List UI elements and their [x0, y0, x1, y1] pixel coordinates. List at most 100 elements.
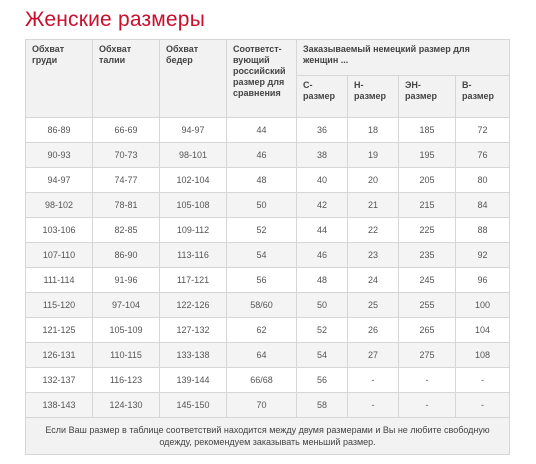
cell-en-size: 205	[398, 167, 456, 193]
cell-v-size: 80	[454, 167, 511, 193]
cell-c-size: 54	[296, 342, 348, 368]
cell-en-size: 265	[398, 317, 456, 343]
cell-v-size: 88	[454, 217, 511, 243]
cell-v-size: 96	[454, 267, 511, 293]
cell-hips: 139-144	[159, 367, 227, 393]
cell-c-size: 44	[296, 217, 348, 243]
table-row: 126-131 110-115 133-138 64 54 27 275 108	[25, 342, 511, 368]
cell-russian: 46	[226, 142, 297, 168]
cell-c-size: 46	[296, 242, 348, 268]
cell-russian: 66/68	[226, 367, 297, 393]
cell-n-size: 23	[347, 242, 399, 268]
cell-n-size: 22	[347, 217, 399, 243]
cell-bust: 98-102	[25, 192, 93, 218]
cell-c-size: 56	[296, 367, 348, 393]
page-title: Женские размеры	[25, 8, 205, 31]
cell-waist: 78-81	[92, 192, 160, 218]
cell-waist: 66-69	[92, 117, 160, 143]
cell-hips: 109-112	[159, 217, 227, 243]
header-en-size: ЭН-размер	[398, 75, 456, 118]
cell-waist: 110-115	[92, 342, 160, 368]
cell-en-size: 225	[398, 217, 456, 243]
table-row: 90-93 70-73 98-101 46 38 19 195 76	[25, 142, 511, 168]
cell-hips: 133-138	[159, 342, 227, 368]
table-row: 94-97 74-77 102-104 48 40 20 205 80	[25, 167, 511, 193]
cell-hips: 113-116	[159, 242, 227, 268]
cell-en-size: 255	[398, 292, 456, 318]
cell-russian: 52	[226, 217, 297, 243]
cell-n-size: 20	[347, 167, 399, 193]
cell-bust: 90-93	[25, 142, 93, 168]
cell-en-size: 275	[398, 342, 456, 368]
cell-russian: 64	[226, 342, 297, 368]
cell-c-size: 42	[296, 192, 348, 218]
cell-en-size: 245	[398, 267, 456, 293]
header-hips: Обхват бедер	[159, 39, 227, 118]
cell-bust: 115-120	[25, 292, 93, 318]
cell-hips: 117-121	[159, 267, 227, 293]
cell-c-size: 48	[296, 267, 348, 293]
cell-v-size: 100	[454, 292, 511, 318]
table-row: 103-106 82-85 109-112 52 44 22 225 88	[25, 217, 511, 243]
cell-en-size: -	[398, 392, 456, 418]
cell-hips: 127-132	[159, 317, 227, 343]
cell-russian: 50	[226, 192, 297, 218]
footnote: Если Ваш размер в таблице соответствий н…	[24, 417, 511, 455]
table-row: 86-89 66-69 94-97 44 36 18 185 72	[25, 117, 511, 143]
header-v-size: В-размер	[454, 75, 511, 118]
cell-russian: 48	[226, 167, 297, 193]
cell-en-size: 195	[398, 142, 456, 168]
cell-c-size: 38	[296, 142, 348, 168]
cell-hips: 94-97	[159, 117, 227, 143]
cell-n-size: 26	[347, 317, 399, 343]
cell-v-size: 108	[454, 342, 511, 368]
cell-bust: 138-143	[25, 392, 93, 418]
cell-hips: 102-104	[159, 167, 227, 193]
cell-waist: 105-109	[92, 317, 160, 343]
cell-bust: 126-131	[25, 342, 93, 368]
cell-en-size: 185	[398, 117, 456, 143]
cell-en-size: 235	[398, 242, 456, 268]
header-c-size: С-размер	[296, 75, 348, 118]
table-row: 138-143 124-130 145-150 70 58- - -	[25, 392, 511, 418]
cell-v-size: 104	[454, 317, 511, 343]
cell-n-size: 21	[347, 192, 399, 218]
cell-bust: 111-114	[25, 267, 93, 293]
cell-n-size: -	[347, 392, 399, 418]
table-row: 121-125 105-109 127-132 62 52 26 265 104	[25, 317, 511, 343]
cell-v-size: -	[454, 367, 511, 393]
cell-c-size: 36	[296, 117, 348, 143]
header-german-size-group: Заказываемый немецкий размер для женщин …	[295, 39, 511, 76]
cell-russian: 54	[226, 242, 297, 268]
cell-c-size: 58	[296, 392, 348, 418]
header-waist: Обхват талии	[92, 39, 160, 118]
cell-waist: 70-73	[92, 142, 160, 168]
cell-v-size: 76	[454, 142, 511, 168]
cell-c-size: 52	[296, 317, 348, 343]
cell-waist: 82-85	[92, 217, 160, 243]
cell-hips: 122-126	[159, 292, 227, 318]
table-row: 107-110 86-90 113-116 54 46 23 235 92	[25, 242, 511, 268]
cell-n-size: 27	[347, 342, 399, 368]
cell-hips: 98-101	[159, 142, 227, 168]
table-body: 86-89 66-69 94-97 44 36 18 185 72 90-93 70-73 98-1…	[25, 117, 511, 418]
cell-waist: 86-90	[92, 242, 160, 268]
header-russian-size: Соответст-вующий российский размер для с…	[226, 39, 297, 118]
cell-russian: 56	[226, 267, 297, 293]
cell-hips: 145-150	[159, 392, 227, 418]
cell-c-size: 40	[296, 167, 348, 193]
cell-n-size: 18	[347, 117, 399, 143]
cell-n-size: 24	[347, 267, 399, 293]
cell-v-size: 72	[454, 117, 511, 143]
cell-bust: 107-110	[25, 242, 93, 268]
cell-n-size: 19	[347, 142, 399, 168]
table-row: 115-120 97-104 122-126 58/60 50 25 255 100	[25, 292, 511, 318]
cell-russian: 62	[226, 317, 297, 343]
header-bust: Обхват груди	[25, 39, 93, 118]
cell-v-size: -	[454, 392, 511, 418]
table-row: 132-137 116-123 139-144 66/68 56- - -	[25, 367, 511, 393]
cell-waist: 116-123	[92, 367, 160, 393]
size-table: Обхват груди Обхват талии Обхват бедер С…	[24, 39, 511, 455]
cell-hips: 105-108	[159, 192, 227, 218]
cell-en-size: 215	[398, 192, 456, 218]
